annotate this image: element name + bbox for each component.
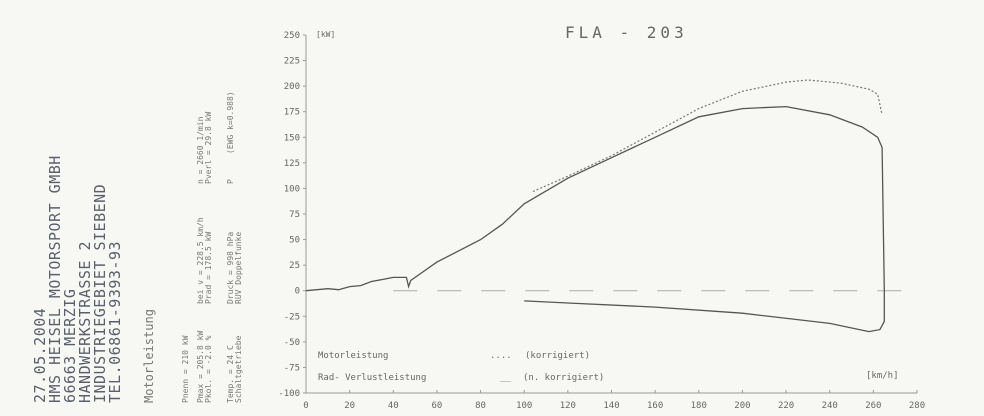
series-line-rad-verlustleistung	[305, 105, 885, 333]
x-tick-label: 240	[822, 401, 838, 411]
x-tick-label: 280	[909, 401, 925, 411]
y-tick-label: 100	[284, 184, 300, 194]
y-tick-label: -25	[284, 312, 300, 322]
x-tick-label: 140	[603, 401, 619, 411]
x-tick-label: 260	[865, 401, 881, 411]
legend-motor-marker: ....	[490, 351, 512, 361]
legend-rad-note: (n. korrigiert)	[523, 373, 604, 383]
legend-motor-label: Motorleistung	[318, 351, 388, 361]
y-tick-label: 0	[295, 287, 300, 297]
chart-title: FLA - 203	[565, 23, 688, 42]
legend-rad-label: Rad- Verlustleistung	[318, 373, 426, 383]
x-tick-label: 40	[388, 401, 399, 411]
y-tick-label: -50	[284, 338, 300, 348]
x-tick-label: 80	[475, 401, 486, 411]
y-tick-label: 175	[284, 108, 300, 118]
y-tick-label: 150	[284, 133, 300, 143]
y-tick-label: 200	[284, 82, 300, 92]
y-tick-label: 50	[289, 236, 300, 246]
x-tick-label: 220	[778, 401, 794, 411]
x-tick-label: 0	[303, 401, 308, 411]
x-tick-label: 180	[691, 401, 707, 411]
y-tick-label: 25	[289, 261, 300, 271]
x-tick-label: 200	[734, 401, 750, 411]
x-tick-label: 60	[432, 401, 443, 411]
legend-rad-marker: __	[500, 373, 511, 383]
x-tick-label: 100	[516, 401, 532, 411]
y-tick-label: 225	[284, 57, 300, 67]
x-tick-label: 160	[647, 401, 663, 411]
x-tick-label: 20	[344, 401, 355, 411]
y-tick-label: -100	[278, 389, 300, 399]
y-tick-label: 125	[284, 159, 300, 169]
y-tick-label: 250	[284, 31, 300, 41]
y-axis-label: [kW]	[316, 30, 335, 39]
y-tick-label: 75	[289, 210, 300, 220]
x-tick-label: 120	[560, 401, 576, 411]
y-tick-label: -75	[284, 363, 300, 373]
legend-motor-note: (korrigiert)	[525, 351, 590, 361]
series-line-motorleistung	[532, 79, 883, 193]
x-axis-label: [km/h]	[866, 371, 899, 381]
